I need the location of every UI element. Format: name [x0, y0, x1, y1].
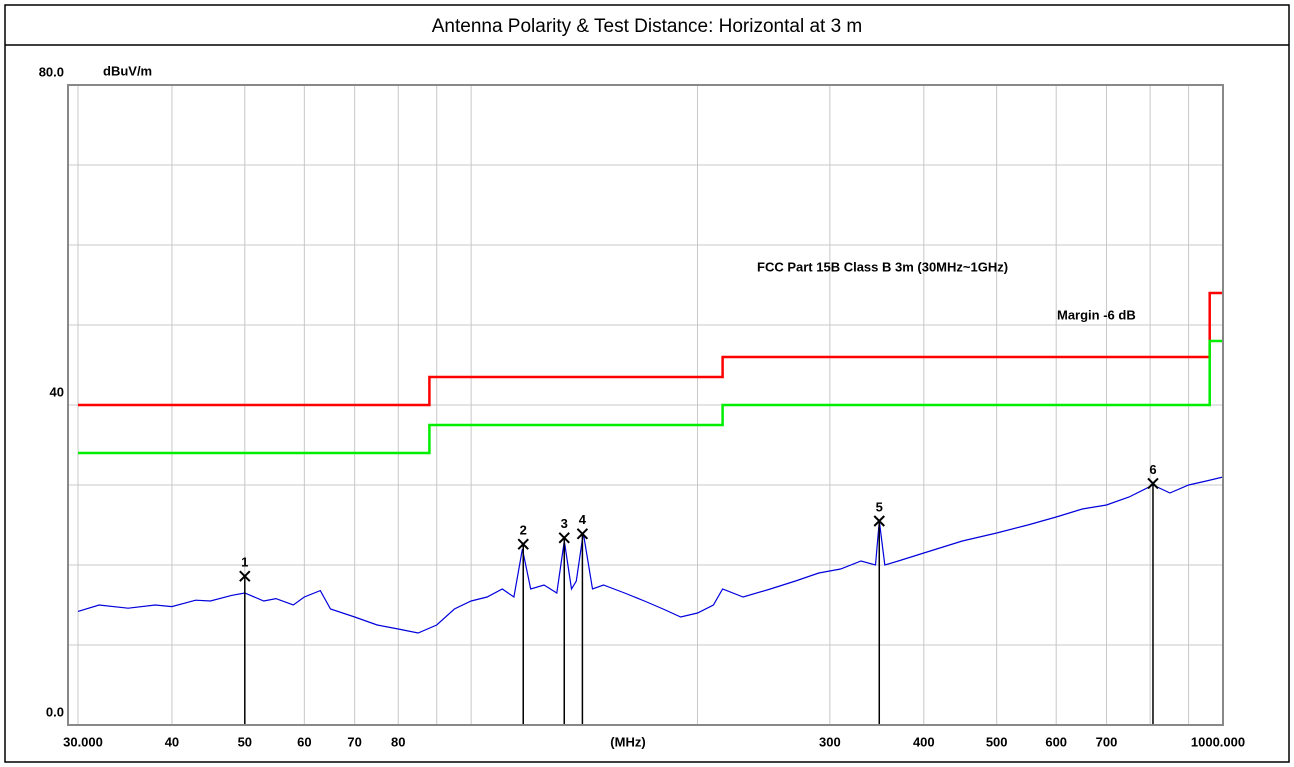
series-annotation: Margin -6 dB — [1057, 307, 1136, 322]
x-axis-label: (MHz) — [610, 734, 645, 749]
marker-label: 6 — [1149, 462, 1156, 477]
y-axis-label: dBuV/m — [103, 63, 152, 78]
marker-label: 3 — [561, 516, 568, 531]
marker-cross — [239, 570, 251, 582]
x-tick-label: 300 — [819, 734, 841, 749]
plot-frame — [67, 84, 1224, 726]
marker-cross — [517, 538, 529, 550]
x-tick-label: 700 — [1096, 734, 1118, 749]
x-tick-label: 50 — [238, 734, 252, 749]
x-tick-label: 80 — [391, 734, 405, 749]
series-line — [78, 291, 1223, 407]
marker-cross — [873, 515, 885, 527]
marker-label: 1 — [241, 555, 248, 570]
x-tick-label: 70 — [347, 734, 361, 749]
y-tick-label: 40 — [50, 384, 64, 399]
marker-cross — [1147, 477, 1159, 490]
x-tick-label: 600 — [1045, 734, 1067, 749]
marker-label: 4 — [579, 512, 587, 527]
x-tick-label: 60 — [297, 734, 311, 749]
y-tick-label: 80.0 — [39, 64, 64, 79]
y-tick-label: 0.0 — [46, 704, 64, 719]
series-annotation: FCC Part 15B Class B 3m (30MHz~1GHz) — [757, 259, 1008, 274]
x-tick-label: 1000.000 — [1191, 734, 1245, 749]
x-tick-label: 30.000 — [63, 734, 103, 749]
x-tick-label: 400 — [913, 734, 935, 749]
marker-label: 2 — [520, 523, 527, 538]
marker-cross — [558, 532, 570, 544]
marker-label: 5 — [876, 499, 883, 514]
chart-title: Antenna Polarity & Test Distance: Horizo… — [432, 16, 863, 37]
plot — [77, 291, 1224, 725]
outer-frame — [4, 4, 1290, 763]
x-tick-label: 500 — [986, 734, 1008, 749]
x-tick-label: 40 — [165, 734, 179, 749]
marker-cross — [576, 528, 589, 540]
series-line — [78, 339, 1223, 455]
